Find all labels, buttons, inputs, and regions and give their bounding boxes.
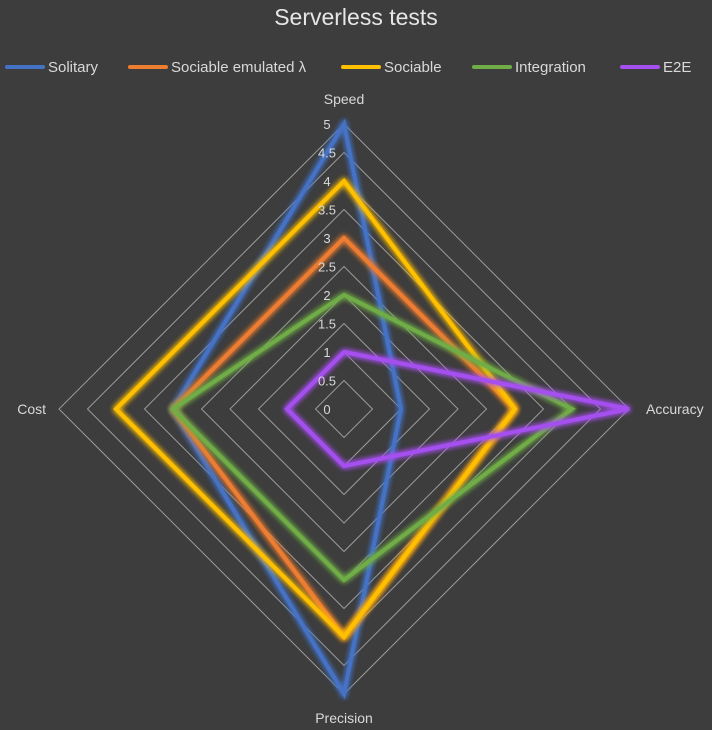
grid-ring <box>86 151 602 667</box>
grid-ring <box>229 294 459 524</box>
grid-ring <box>257 322 431 496</box>
legend: Solitary Sociable emulated λ Sociable Integ… <box>0 57 712 77</box>
legend-label: Sociable emulated λ <box>171 58 307 76</box>
tick-label: 5 <box>323 117 330 132</box>
series-layer <box>113 118 630 700</box>
series-line-3 <box>169 292 576 583</box>
tick-label: 2.5 <box>318 260 336 275</box>
axis-labels: 0 0.5 1 1.5 2 2.5 3 3.5 4 4.5 5 Speed Accuracy Precis… <box>17 91 703 726</box>
legend-item: Sociable emulated λ <box>128 57 306 77</box>
series-line-4 <box>284 349 630 469</box>
grid-ring <box>172 237 516 581</box>
legend-swatch <box>341 65 381 69</box>
grid-ring <box>286 351 402 467</box>
legend-item: Integration <box>472 57 586 77</box>
tick-label: 4 <box>323 174 330 189</box>
axis-label: Precision <box>315 710 373 726</box>
legend-label: E2E <box>663 58 692 76</box>
legend-swatch <box>620 65 660 69</box>
legend-item: Solitary <box>5 57 98 77</box>
legend-item: Sociable <box>341 57 442 77</box>
grid <box>58 123 630 695</box>
tick-label: 1 <box>323 345 330 360</box>
legend-label: Solitary <box>48 58 99 76</box>
series-line-2 <box>113 177 518 641</box>
grid-ring <box>143 208 545 610</box>
axis-label: Accuracy <box>646 401 704 417</box>
grid-ring <box>200 265 488 553</box>
legend-label: Sociable <box>384 58 442 76</box>
tick-label: 4.5 <box>318 146 336 161</box>
grid-ring <box>314 379 374 439</box>
axis-label: Cost <box>17 401 46 417</box>
tick-label: 0 <box>323 402 330 417</box>
legend-swatch <box>472 65 512 69</box>
tick-label: 3 <box>323 231 330 246</box>
tick-label: 1.5 <box>318 317 336 332</box>
legend-swatch <box>128 65 168 69</box>
tick-label: 2 <box>323 288 330 303</box>
grid-ring <box>115 180 573 638</box>
legend-item: E2E <box>620 57 691 77</box>
legend-swatch <box>5 65 45 69</box>
tick-label: 0.5 <box>318 374 336 389</box>
legend-label: Integration <box>515 58 586 76</box>
chart-title: Serverless tests <box>274 4 438 30</box>
axis-label: Speed <box>324 91 364 107</box>
tick-label: 3.5 <box>318 203 336 218</box>
